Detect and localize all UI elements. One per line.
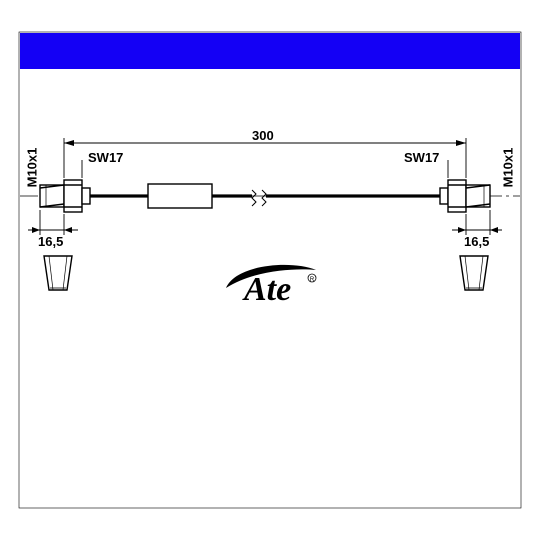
svg-text:Ate: Ate [242,271,291,308]
wrench-left-label: SW17 [88,150,123,165]
fitting-length-left-label: 16,5 [38,234,63,249]
brand-logo-icon: Ate R [226,265,316,308]
main-length-label: 300 [252,128,274,143]
technical-drawing: Ate R [0,0,540,540]
svg-text:R: R [310,277,315,283]
thread-right-label: M10x1 [500,148,515,188]
thread-left-label: M10x1 [24,148,39,188]
fitting-length-right-label: 16,5 [464,234,489,249]
wrench-right-label: SW17 [404,150,439,165]
